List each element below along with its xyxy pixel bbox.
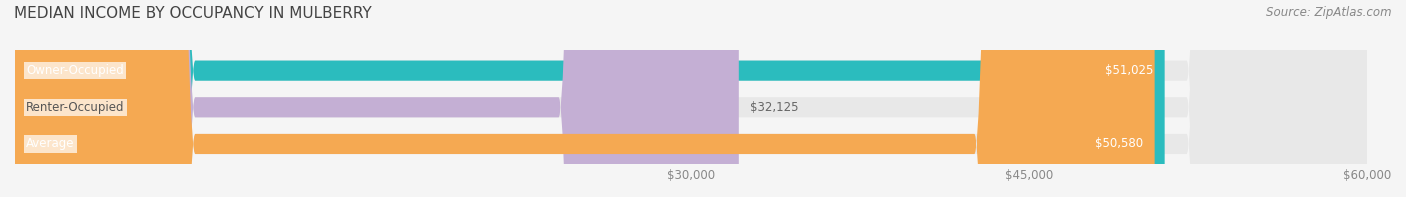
Text: Owner-Occupied: Owner-Occupied [27,64,124,77]
Text: Average: Average [27,138,75,151]
FancyBboxPatch shape [15,0,738,197]
Text: $50,580: $50,580 [1095,138,1143,151]
Text: Source: ZipAtlas.com: Source: ZipAtlas.com [1267,6,1392,19]
Text: $51,025: $51,025 [1105,64,1153,77]
Text: MEDIAN INCOME BY OCCUPANCY IN MULBERRY: MEDIAN INCOME BY OCCUPANCY IN MULBERRY [14,6,371,21]
FancyBboxPatch shape [15,0,1164,197]
FancyBboxPatch shape [15,0,1367,197]
FancyBboxPatch shape [15,0,1154,197]
FancyBboxPatch shape [15,0,1367,197]
Text: $32,125: $32,125 [749,101,799,114]
FancyBboxPatch shape [15,0,1367,197]
Text: Renter-Occupied: Renter-Occupied [27,101,125,114]
